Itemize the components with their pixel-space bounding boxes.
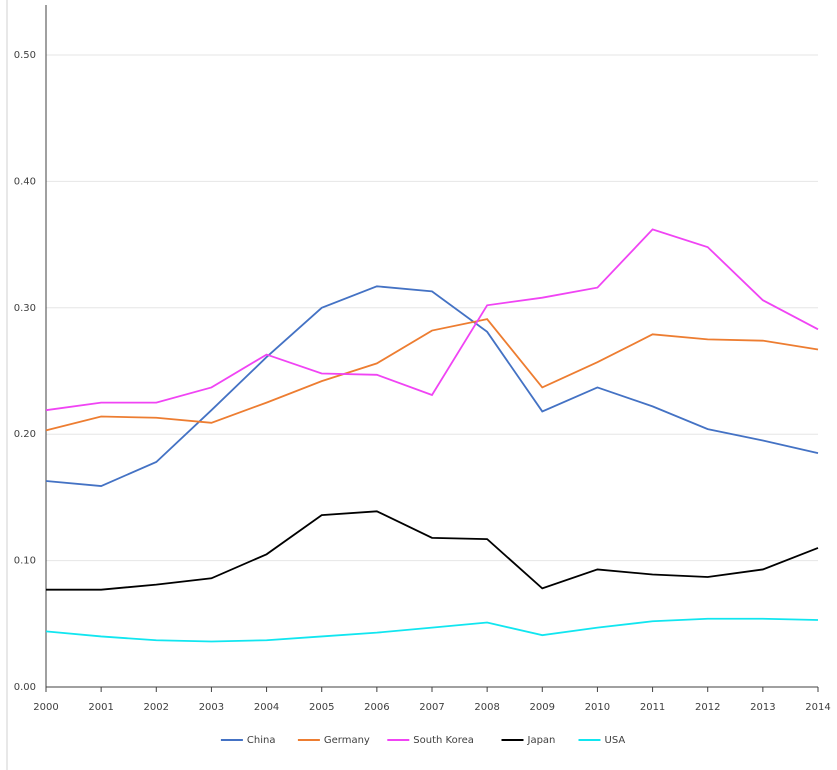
x-tick-label: 2012 xyxy=(695,702,720,713)
y-tick-label: 0.30 xyxy=(14,303,36,314)
x-tick-label: 2002 xyxy=(144,702,169,713)
legend-label: Japan xyxy=(527,735,556,746)
x-tick-label: 2000 xyxy=(33,702,58,713)
x-tick-label: 2010 xyxy=(585,702,610,713)
x-tick-label: 2006 xyxy=(364,702,389,713)
series-line xyxy=(46,510,819,591)
series-line xyxy=(45,228,819,412)
x-tick-label: 2008 xyxy=(474,702,499,713)
legend-label: Germany xyxy=(324,735,370,746)
x-tick-label: 2009 xyxy=(530,702,555,713)
series-line xyxy=(45,318,819,432)
y-tick-label: 0.20 xyxy=(14,429,36,440)
y-tick-label: 0.50 xyxy=(14,50,36,61)
x-tick-label: 2001 xyxy=(88,702,113,713)
y-tick-label: 0.00 xyxy=(14,682,36,693)
x-tick-label: 2005 xyxy=(309,702,334,713)
y-tick-label: 0.10 xyxy=(14,556,36,567)
x-tick-label: 2007 xyxy=(419,702,444,713)
series-line xyxy=(45,285,819,487)
legend-label: China xyxy=(247,735,276,746)
x-tick-label: 2003 xyxy=(199,702,224,713)
legend-label: South Korea xyxy=(413,735,474,746)
x-tick-label: 2013 xyxy=(750,702,775,713)
x-tick-label: 2011 xyxy=(640,702,665,713)
series-line xyxy=(45,617,819,643)
x-tick-label: 2014 xyxy=(805,702,830,713)
legend-label: USA xyxy=(605,735,626,746)
x-tick-label: 2004 xyxy=(254,702,279,713)
y-tick-label: 0.40 xyxy=(14,176,36,187)
